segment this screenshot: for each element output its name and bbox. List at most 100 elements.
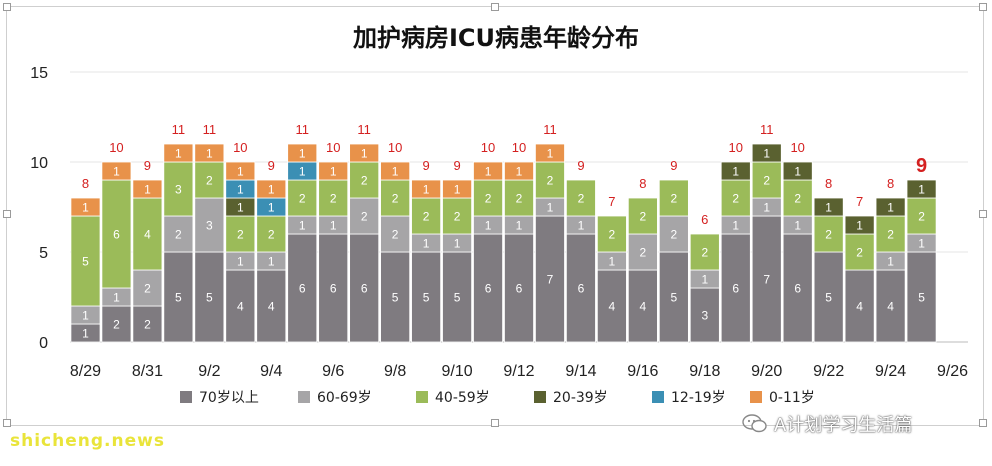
bar-segment: [658, 215, 689, 253]
resize-handle[interactable]: [979, 419, 987, 427]
segment-value-label: 2: [670, 228, 677, 242]
segment-value-label: 6: [330, 282, 337, 296]
x-tick-label: 8/31: [132, 363, 163, 380]
account-name: A计划学习生活篇: [774, 415, 913, 436]
bar-segment: [349, 197, 380, 235]
segment-value-label: 2: [423, 210, 430, 224]
segment-value-label: 6: [485, 282, 492, 296]
segment-value-label: 1: [547, 147, 554, 161]
resize-handle[interactable]: [979, 3, 987, 11]
segment-value-label: 6: [516, 282, 523, 296]
segment-value-label: 2: [578, 192, 585, 206]
total-value-label: 9: [670, 158, 677, 173]
bar-segment: [627, 269, 658, 343]
segment-value-label: 1: [423, 183, 430, 197]
segment-value-label: 1: [732, 165, 739, 179]
resize-handle[interactable]: [491, 419, 499, 427]
segment-value-label: 2: [547, 174, 554, 188]
legend-swatch: [534, 391, 546, 403]
segment-value-label: 1: [82, 201, 89, 215]
bar-segment: [844, 215, 875, 235]
bar-segment: [658, 179, 689, 217]
bar-segment: [720, 161, 751, 181]
segment-value-label: 1: [299, 165, 306, 179]
segment-value-label: 1: [144, 183, 151, 197]
resize-handle[interactable]: [491, 3, 499, 11]
resize-handle[interactable]: [3, 419, 11, 427]
segment-value-label: 2: [113, 318, 120, 332]
bar-segment: [535, 143, 565, 163]
bar-segment: [535, 161, 565, 199]
segment-value-label: 1: [701, 273, 708, 287]
bar-segment: [813, 197, 844, 217]
bar-segment: [473, 233, 503, 343]
total-value-label: 8: [639, 176, 646, 191]
x-tick-label: 9/10: [441, 363, 472, 380]
legend-label: 0-11岁: [769, 390, 815, 406]
bar-segment: [194, 197, 225, 253]
segment-value-label: 2: [732, 192, 739, 206]
bar-segment: [782, 161, 813, 181]
bar-segment: [287, 233, 318, 343]
total-value-label: 7: [608, 194, 615, 209]
segment-value-label: 2: [299, 192, 306, 206]
segment-value-label: 2: [516, 192, 523, 206]
segment-value-label: 1: [82, 309, 89, 323]
segment-value-label: 2: [361, 210, 368, 224]
legend-item: 60-69岁: [298, 386, 372, 408]
account-watermark: A计划学习生活篇: [742, 411, 912, 437]
bar-segment: [473, 161, 503, 181]
bar-segment: [101, 161, 132, 181]
resize-handle[interactable]: [979, 210, 987, 218]
total-value-label: 8: [82, 176, 89, 191]
segment-value-label: 6: [113, 228, 120, 242]
segment-value-label: 1: [887, 255, 894, 269]
bar-segment: [163, 251, 194, 343]
segment-value-label: 1: [794, 219, 801, 233]
legend-label: 70岁以上: [199, 390, 259, 406]
resize-handle[interactable]: [3, 210, 11, 218]
segment-value-label: 1: [732, 219, 739, 233]
segment-value-label: 5: [918, 291, 925, 305]
segment-value-label: 2: [175, 228, 182, 242]
segment-value-label: 2: [640, 210, 647, 224]
chart-title: 加护病房ICU病患年龄分布: [352, 24, 640, 52]
segment-value-label: 7: [763, 273, 770, 287]
legend-label: 60-69岁: [317, 390, 372, 406]
y-tick-label: 15: [30, 65, 48, 82]
segment-value-label: 1: [454, 237, 461, 251]
segment-value-label: 1: [237, 183, 244, 197]
resize-handle[interactable]: [3, 3, 11, 11]
segment-value-label: 2: [670, 192, 677, 206]
segment-value-label: 4: [237, 300, 244, 314]
segment-value-label: 6: [361, 282, 368, 296]
segment-value-label: 7: [547, 273, 554, 287]
segment-value-label: 1: [485, 219, 492, 233]
total-value-label: 7: [856, 194, 863, 209]
bar-segment: [906, 251, 937, 343]
segment-value-label: 1: [918, 183, 925, 197]
x-tick-label: 9/18: [689, 363, 720, 380]
segment-value-label: 4: [887, 300, 894, 314]
bar-segment: [380, 179, 411, 217]
legend-label: 20-39岁: [553, 390, 608, 406]
legend-item: 0-11岁: [750, 386, 815, 408]
total-value-label: 10: [481, 140, 495, 155]
total-value-label: 11: [543, 122, 557, 137]
bar-segment: [349, 161, 380, 199]
total-value-label: 10: [233, 140, 247, 155]
segment-value-label: 6: [794, 282, 801, 296]
segment-value-label: 2: [392, 228, 399, 242]
total-value-label: 10: [512, 140, 526, 155]
total-value-label: 10: [388, 140, 402, 155]
segment-value-label: 2: [206, 174, 213, 188]
bar-segment: [689, 233, 720, 271]
y-tick-label: 5: [39, 245, 48, 262]
bar-segment: [70, 215, 101, 307]
segment-value-label: 4: [856, 300, 863, 314]
segment-value-label: 3: [175, 183, 182, 197]
segment-value-label: 1: [237, 165, 244, 179]
bar-segment: [132, 305, 163, 343]
segment-value-label: 2: [361, 174, 368, 188]
